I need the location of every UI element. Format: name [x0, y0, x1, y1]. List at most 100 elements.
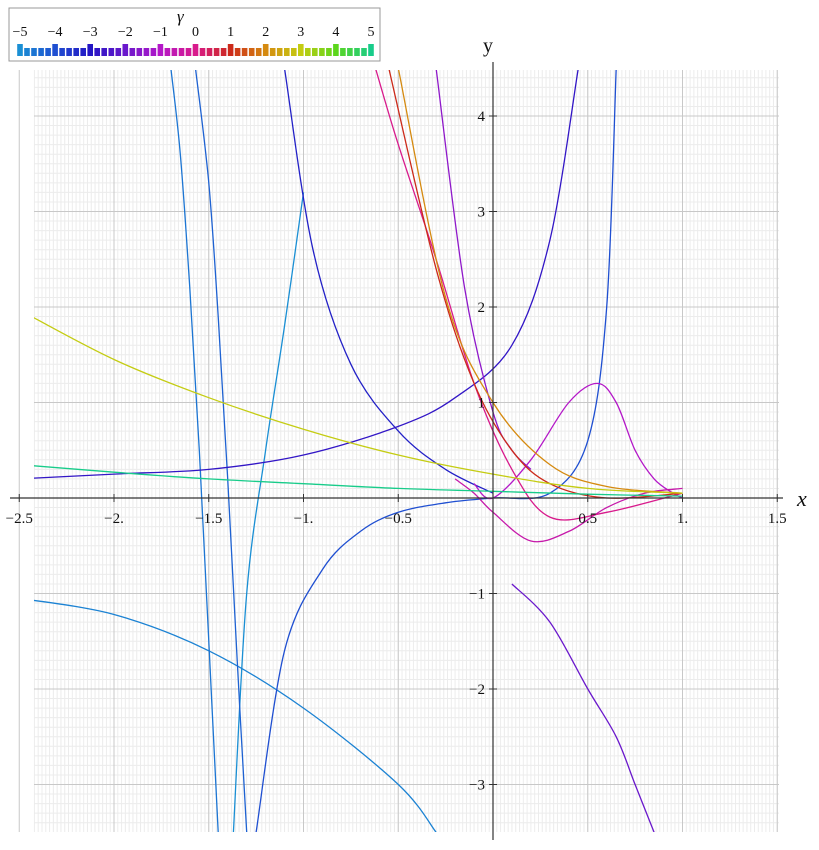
tick-marks [18, 115, 778, 785]
curve-family [34, 70, 683, 832]
x-tick-label: −1. [294, 511, 314, 527]
legend-swatch [52, 44, 58, 56]
legend-swatch [178, 48, 185, 56]
legend-swatch [87, 44, 93, 56]
curve-gamma--4.6 [170, 70, 219, 832]
legend-swatch [143, 48, 150, 56]
legend-swatch [94, 48, 100, 56]
curve-gamma-0 [375, 70, 683, 521]
x-tick-label: −1.5 [195, 511, 222, 527]
legend-swatch [276, 48, 283, 56]
legend-swatch [24, 48, 30, 56]
legend-tick-label: 3 [297, 25, 304, 40]
legend-tick-label: −5 [13, 25, 28, 40]
curve-gamma--2.8 [34, 70, 579, 479]
legend-swatch [171, 48, 178, 56]
x-tick-label: 0.5 [578, 511, 597, 527]
legend-tick-label: −2 [118, 25, 133, 40]
legend-tick-labels: −5 −4 −3 −2 −1 0 1 2 3 4 5 [13, 25, 375, 40]
legend-swatch [206, 48, 213, 56]
curve-gamma--3.2 [284, 70, 494, 494]
curve-gamma-3 [34, 317, 683, 494]
legend-swatch [192, 44, 199, 56]
legend-swatch [291, 48, 297, 56]
legend-tick-label: 0 [192, 25, 199, 40]
legend-swatch [255, 48, 262, 56]
legend-swatch [45, 48, 51, 56]
legend-swatch [38, 48, 44, 56]
legend-tick-label: 5 [368, 25, 375, 40]
legend-tick-label: 4 [332, 25, 339, 40]
gamma-color-legend: γ −5 −4 −3 −2 −1 0 1 2 3 4 5 [8, 7, 381, 62]
legend-swatch [136, 48, 143, 56]
legend-swatch [298, 44, 304, 56]
x-tick-label: −2. [104, 511, 124, 527]
legend-tick-label: −4 [48, 25, 63, 40]
curve-gamma--2 [511, 583, 655, 832]
legend-title: γ [177, 7, 185, 26]
legend-swatch [17, 44, 23, 56]
legend-swatch [129, 48, 136, 56]
legend-swatch [368, 44, 374, 56]
curve-gamma--0.5 [454, 478, 683, 543]
y-tick-label: −1 [469, 587, 485, 603]
curve-gamma--4.8 [34, 599, 437, 832]
legend-swatch [326, 48, 332, 56]
legend-swatch [354, 48, 360, 56]
legend-swatch [234, 48, 241, 56]
legend-swatch [241, 48, 248, 56]
legend-swatch [262, 44, 269, 56]
axes [10, 62, 783, 840]
curve-gamma--4.3 [195, 70, 248, 832]
legend-swatch [305, 48, 311, 56]
x-tick-label: 1. [677, 511, 688, 527]
legend-swatch [319, 48, 325, 56]
minor-grid [33, 70, 779, 832]
legend-tick-label: 2 [262, 25, 269, 40]
legend-swatch [199, 48, 206, 56]
legend-swatch [312, 48, 318, 56]
legend-swatch [115, 48, 122, 56]
legend-swatch [150, 48, 157, 56]
x-axis-label: x [796, 486, 807, 511]
legend-swatches [17, 44, 374, 56]
y-axis-label: y [483, 35, 493, 57]
curve-gamma--4 [255, 70, 617, 832]
legend-swatch [185, 48, 192, 56]
x-tick-label: −0.5 [385, 511, 412, 527]
y-tick-label: 2 [478, 300, 486, 316]
legend-swatch [248, 48, 255, 56]
legend-swatch [269, 48, 276, 56]
tick-labels: −2.5 −2. −1.5 −1. −0.5 0.5 1. 1.5 −3 −2 −1 1 2 3 4 [6, 109, 787, 794]
curve-gamma-5 [34, 465, 683, 497]
legend-swatch [73, 48, 79, 56]
y-tick-label: 3 [478, 205, 486, 221]
y-tick-label: 4 [478, 109, 486, 125]
y-tick-label: −3 [469, 778, 485, 794]
x-tick-label: −2.5 [6, 511, 33, 527]
legend-swatch [347, 48, 353, 56]
legend-swatch [108, 48, 115, 56]
legend-tick-label: 1 [227, 25, 234, 40]
legend-tick-label: −3 [83, 25, 98, 40]
legend-swatch [340, 48, 346, 56]
legend-swatch [227, 44, 234, 56]
legend-swatch [164, 48, 171, 56]
curve-gamma-2 [397, 70, 683, 494]
legend-swatch [122, 44, 129, 56]
curve-gamma--1 [473, 382, 683, 500]
legend-swatch [220, 48, 227, 56]
legend-swatch [59, 48, 65, 56]
legend-swatch [333, 44, 339, 56]
legend-swatch [213, 48, 220, 56]
legend-swatch [80, 48, 86, 56]
x-tick-label: 1.5 [768, 511, 787, 527]
legend-swatch [361, 48, 367, 56]
legend-swatch [31, 48, 37, 56]
y-tick-label: −2 [469, 682, 485, 698]
legend-tick-label: −1 [153, 25, 168, 40]
legend-swatch [66, 48, 72, 56]
y-tick-label: 1 [478, 396, 486, 412]
legend-swatch [101, 48, 107, 56]
